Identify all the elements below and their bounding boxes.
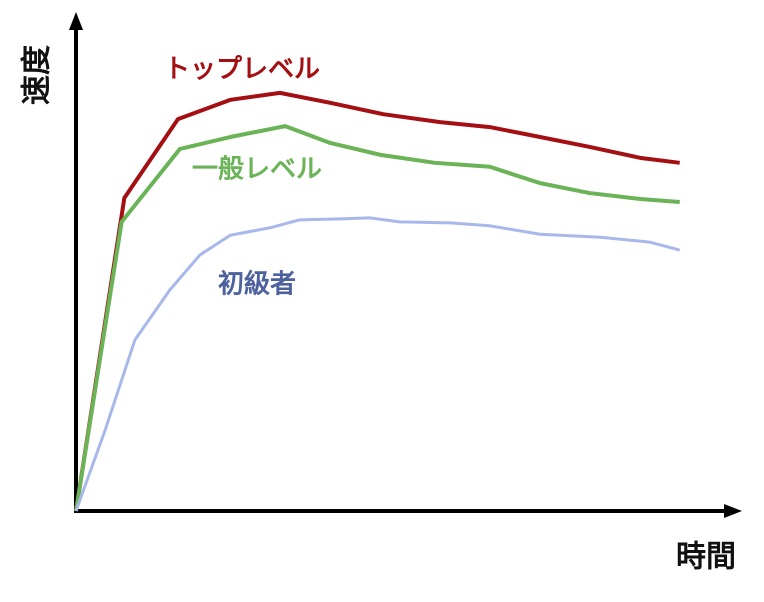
series-label: 初級者	[218, 269, 296, 300]
series-line	[74, 90, 680, 512]
series-label: 一般レベル	[192, 155, 322, 185]
y-axis-arrow	[69, 12, 83, 30]
series-line	[74, 216, 681, 512]
series-line	[74, 124, 680, 512]
x-axis-arrow	[724, 504, 742, 518]
series-label: トップレベル	[164, 55, 320, 85]
y-axis-title: 速度	[20, 45, 55, 105]
x-axis-title: 時間	[676, 540, 736, 575]
